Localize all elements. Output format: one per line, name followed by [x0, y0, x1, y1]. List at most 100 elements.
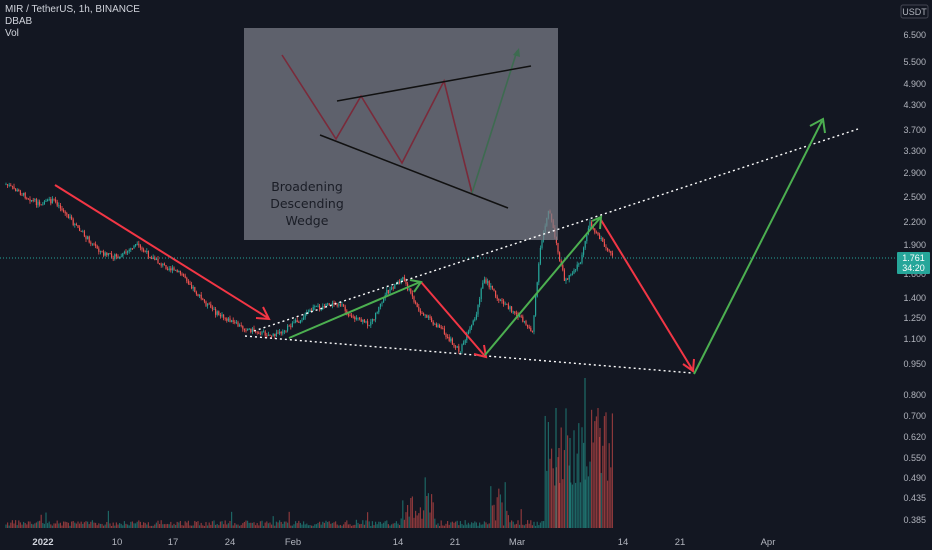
candle-body [125, 251, 127, 253]
volume-bar [107, 510, 109, 528]
volume-bar [368, 521, 370, 528]
candle-body [386, 289, 388, 295]
currency-unit-badge[interactable]: USDT [900, 4, 929, 19]
red-arrows[interactable] [54, 184, 695, 373]
volume-bar [144, 522, 146, 528]
volume-bar [439, 525, 441, 528]
volume-bar [149, 525, 151, 528]
pattern-box[interactable]: Broadening Descending Wedge [244, 28, 558, 240]
candle-body [495, 290, 497, 297]
candle-body [383, 298, 385, 303]
volume-bar [394, 523, 396, 528]
volume-bar [250, 522, 252, 528]
candle-body [565, 278, 567, 281]
candle-body [35, 199, 37, 206]
volume-bar [23, 521, 25, 528]
candle-body [189, 283, 191, 285]
volume-bar [119, 523, 121, 528]
volume-bar [130, 521, 132, 528]
candle-body [514, 311, 516, 314]
volume-bar [586, 466, 588, 528]
candle-body [477, 304, 479, 315]
candle-body [235, 322, 237, 324]
candle-body [341, 304, 343, 306]
volume-bar [399, 525, 401, 528]
volume-bar [403, 519, 405, 528]
volume-bar [415, 510, 417, 528]
volume-bar [181, 525, 183, 528]
volume-bar [106, 522, 108, 528]
candle-body [243, 328, 245, 331]
symbol-title[interactable]: MIR / TetherUS, 1h, BINANCE [5, 4, 140, 15]
volume-bar [448, 524, 450, 528]
volume-bar [551, 448, 553, 528]
time-axis[interactable]: 2022 10 17 24 Feb 14 21 Mar 14 21 Apr [32, 537, 775, 548]
candle-body [591, 221, 593, 227]
candle-body [74, 224, 76, 225]
candle-body [315, 305, 317, 307]
candle-body [391, 287, 393, 290]
volume-bar [429, 512, 431, 528]
candle-body [39, 201, 41, 205]
volume-bar [151, 525, 153, 528]
candle-body [419, 310, 421, 313]
candle-body [66, 213, 68, 215]
candle-body [87, 236, 89, 240]
candle-body [371, 318, 373, 322]
volume-bar [475, 522, 477, 528]
candle-body [186, 277, 188, 282]
volume-bar [226, 524, 228, 528]
price-tick-label: 1.400 [903, 293, 926, 303]
volume-bar [288, 511, 290, 528]
pattern-upper-line [336, 65, 532, 102]
volume-bar [435, 524, 437, 528]
candle-body [253, 328, 255, 332]
candle-body [370, 321, 372, 326]
volume-bar [359, 524, 361, 528]
indicator-vol-label[interactable]: Vol [5, 28, 19, 39]
candle-body [368, 325, 370, 327]
candle-body [520, 315, 522, 317]
volume-bar [213, 520, 215, 528]
candle-body [475, 314, 477, 319]
price-tick-label: 1.100 [903, 334, 926, 344]
candle-body [343, 304, 345, 307]
candle-body [301, 319, 303, 321]
candle-body [328, 303, 330, 306]
candle-body [218, 311, 220, 316]
candle-body [347, 313, 349, 316]
candle-body [405, 281, 407, 284]
green-arrows[interactable] [288, 117, 826, 375]
price-tick-label: 0.800 [903, 390, 926, 400]
volume-bar [384, 521, 386, 528]
candle-body [207, 303, 209, 306]
wedge-upper-trendline[interactable] [253, 128, 859, 332]
volume-bar [483, 521, 485, 528]
candle-body [223, 314, 225, 318]
pattern-label-line1: Broadening [271, 179, 343, 194]
candle-body [285, 330, 287, 332]
candle-body [194, 287, 196, 293]
volume-bar [479, 522, 481, 528]
candle-body [298, 322, 300, 323]
volume-bar [498, 488, 500, 528]
candle-body [131, 248, 133, 250]
candle-body [448, 337, 450, 341]
volume-bar [402, 500, 404, 528]
volume-bar [245, 520, 247, 528]
candle-body [527, 324, 529, 327]
candle-body [557, 242, 559, 253]
indicator-dbab-label[interactable]: DBAB [5, 16, 33, 27]
candle-body [539, 247, 541, 264]
volume-bar [88, 524, 90, 528]
candle-body [163, 263, 165, 266]
price-tick-label: 4.900 [903, 79, 926, 89]
candle-body [107, 253, 109, 256]
volume-bar [325, 520, 327, 528]
candle-body [103, 251, 105, 256]
volume-bar [581, 427, 583, 528]
volume-bar [355, 519, 357, 528]
candle-body [533, 315, 535, 332]
volume-bar [138, 520, 140, 528]
